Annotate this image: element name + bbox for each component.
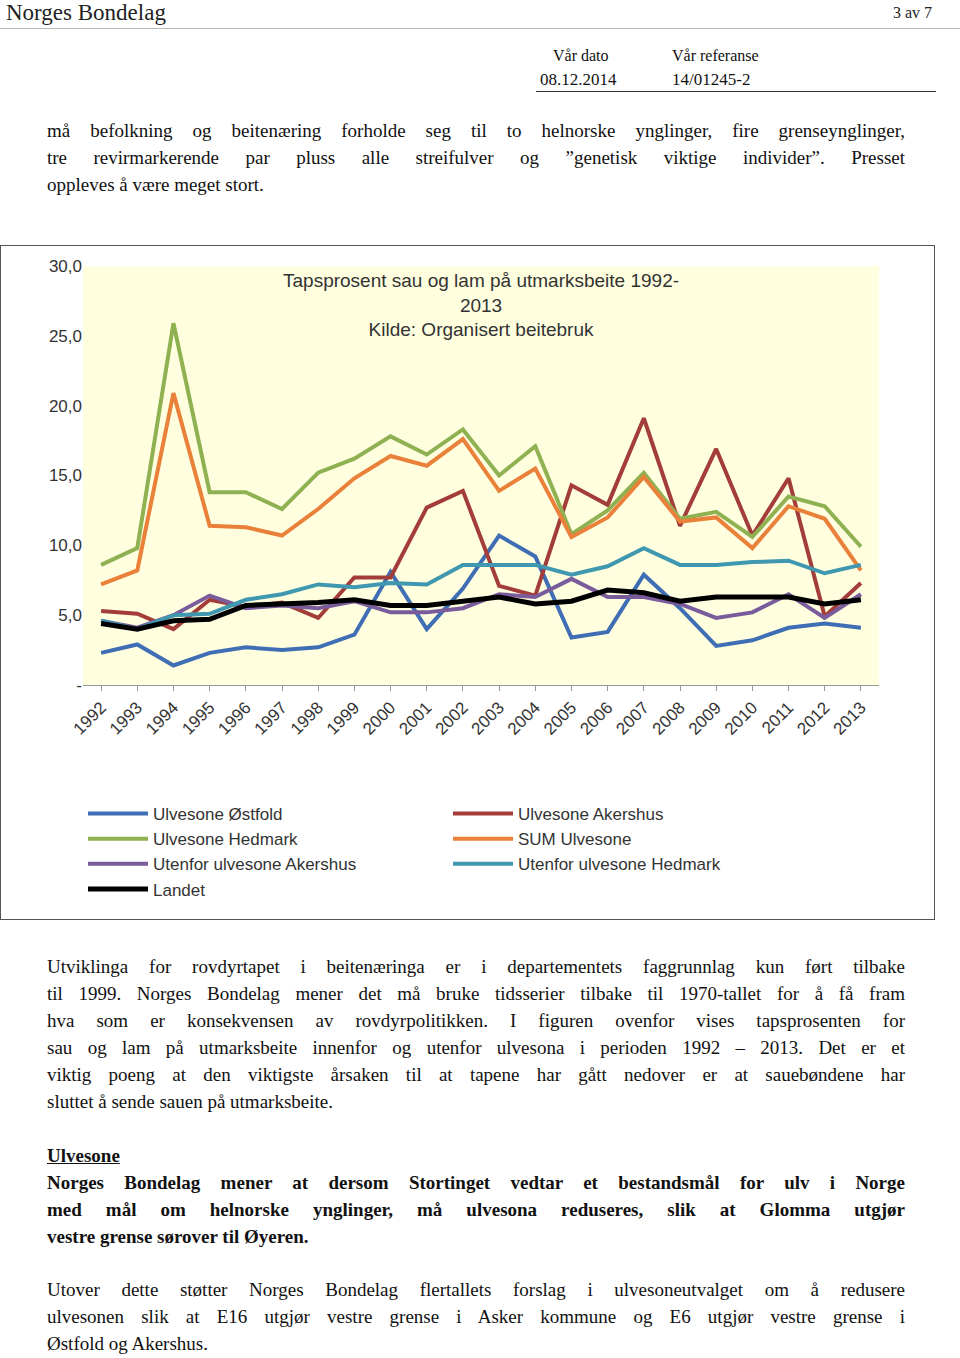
svg-text:1996: 1996 — [214, 698, 254, 738]
svg-text:SUM Ulvesone: SUM Ulvesone — [518, 830, 631, 849]
html-text:14/01245-2: 14/01245-2 — [672, 70, 751, 89]
svg-text:Landet: Landet — [153, 881, 205, 900]
svg-text:30,0: 30,0 — [49, 257, 82, 276]
html-text:må befolkning og beitenæring f: må befolkning og beitenæring forholde se… — [47, 120, 905, 141]
html-text:til 1999. Norges Bondelag mene: til 1999. Norges Bondelag mener det må b… — [47, 983, 905, 1004]
svg-text:5,0: 5,0 — [58, 606, 82, 625]
html-text:Utover dette støtter Norges Bo: Utover dette støtter Norges Bondelag fle… — [47, 1279, 905, 1300]
svg-text:Ulvesone Østfold: Ulvesone Østfold — [153, 805, 282, 824]
html-text:oppleves å være meget stort.: oppleves å være meget stort. — [47, 174, 264, 195]
svg-text:2000: 2000 — [359, 698, 399, 738]
svg-text:2008: 2008 — [649, 698, 689, 738]
svg-text:Utenfor ulvesone Hedmark: Utenfor ulvesone Hedmark — [518, 855, 721, 874]
html-text:Ulvesone: Ulvesone — [47, 1145, 120, 1166]
html-text:Norges Bondelag: Norges Bondelag — [6, 0, 166, 25]
html-text:Utviklinga for rovdyrtapet i b: Utviklinga for rovdyrtapet i beitenæring… — [47, 956, 905, 977]
html-text:vestre grense sørover til Øyer: vestre grense sørover til Øyeren. — [47, 1226, 309, 1247]
svg-text:2006: 2006 — [576, 698, 616, 738]
html-text:3 av 7: 3 av 7 — [892, 4, 932, 21]
svg-text:1992: 1992 — [70, 698, 110, 738]
svg-text:2002: 2002 — [432, 698, 472, 738]
svg-text:20,0: 20,0 — [49, 397, 82, 416]
svg-text:Ulvesone Akershus: Ulvesone Akershus — [518, 805, 664, 824]
svg-text:-: - — [76, 676, 82, 695]
svg-text:2001: 2001 — [395, 698, 435, 738]
svg-text:2005: 2005 — [540, 698, 580, 738]
svg-text:Ulvesone Hedmark: Ulvesone Hedmark — [153, 830, 298, 849]
svg-text:Utenfor ulvesone Akershus: Utenfor ulvesone Akershus — [153, 855, 356, 874]
html-text:Norges Bondelag mener at derso: Norges Bondelag mener at dersom Storting… — [47, 1172, 905, 1193]
svg-text:1998: 1998 — [287, 698, 327, 738]
html-text:sau og lam på utmarksbeite inn: sau og lam på utmarksbeite innenfor og u… — [47, 1037, 905, 1058]
html-text:Østfold og Akershus.: Østfold og Akershus. — [47, 1333, 208, 1354]
svg-text:25,0: 25,0 — [49, 327, 82, 346]
svg-text:2012: 2012 — [793, 698, 833, 738]
svg-text:1993: 1993 — [106, 698, 146, 738]
html-text:ulvesonen slik at E16 utgjør v: ulvesonen slik at E16 utgjør vestre gren… — [47, 1306, 905, 1327]
svg-text:2004: 2004 — [504, 698, 544, 738]
svg-text:2010: 2010 — [721, 698, 761, 738]
svg-text:2009: 2009 — [685, 698, 725, 738]
svg-text:Tapsprosent sau og lam på utma: Tapsprosent sau og lam på utmarksbeite 1… — [283, 270, 679, 340]
svg-text:15,0: 15,0 — [49, 466, 82, 485]
svg-text:2011: 2011 — [758, 698, 797, 737]
html-text:viktig poeng at den viktigste: viktig poeng at den viktigste årsaken ti… — [47, 1064, 905, 1085]
svg-text:1994: 1994 — [142, 698, 182, 738]
html-text:Vår dato: Vår dato — [553, 47, 609, 64]
svg-text:2007: 2007 — [612, 698, 652, 738]
html-text:tre revirmarkerende par pluss: tre revirmarkerende par pluss alle strei… — [47, 147, 905, 168]
svg-text:10,0: 10,0 — [49, 536, 82, 555]
svg-text:2013: 2013 — [830, 698, 870, 738]
svg-text:1995: 1995 — [178, 698, 218, 738]
html-text:08.12.2014: 08.12.2014 — [540, 70, 617, 89]
html-text:med mål om helnorske ynglinger: med mål om helnorske ynglinger, må ulves… — [47, 1199, 905, 1220]
svg-text:2003: 2003 — [468, 698, 508, 738]
html-text:sluttet å sende sauen på utmar: sluttet å sende sauen på utmarksbeite. — [47, 1091, 333, 1112]
html-text:hva som er konsekvensen av rov: hva som er konsekvensen av rovdyrpolitik… — [47, 1010, 905, 1031]
svg-text:1999: 1999 — [323, 698, 363, 738]
html-text:Vår referanse: Vår referanse — [672, 47, 759, 64]
svg-text:1997: 1997 — [251, 698, 291, 738]
